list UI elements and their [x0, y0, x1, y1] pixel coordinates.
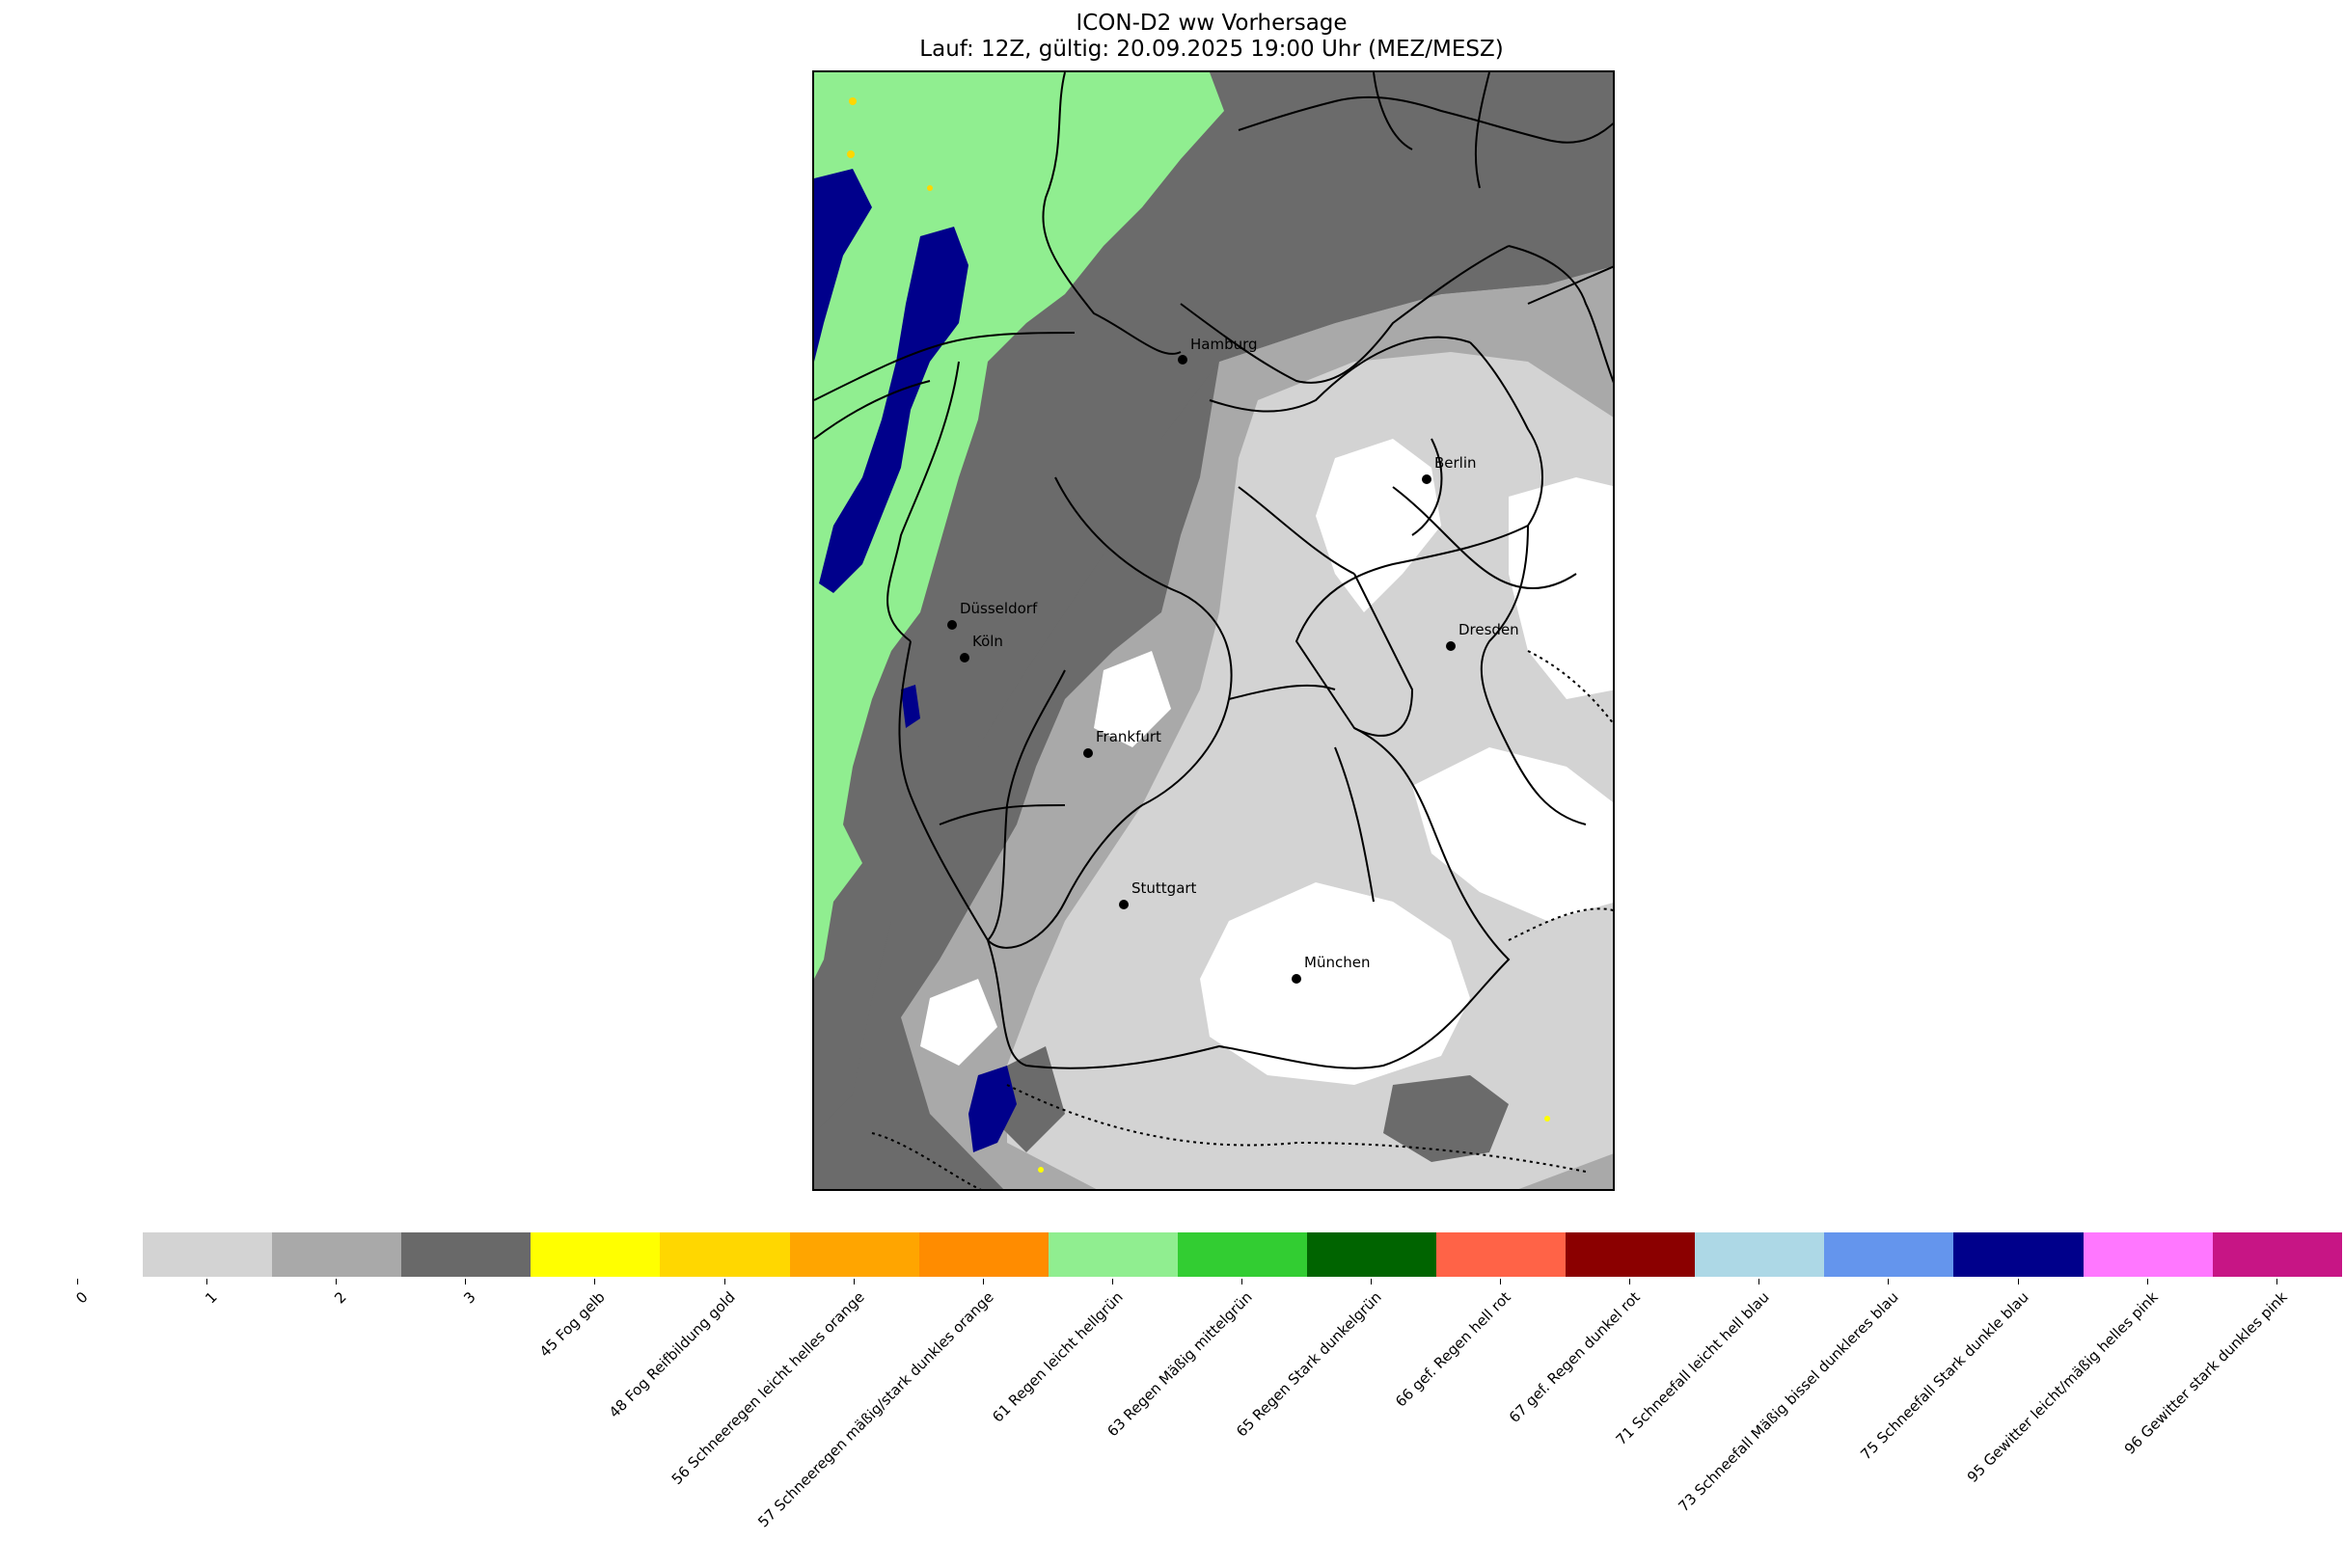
legend-tick-label: 3 [460, 1288, 480, 1308]
city-label-hamburg: Hamburg [1190, 336, 1258, 353]
map-title: ICON-D2 ww Vorhersage [1076, 11, 1348, 36]
city-duesseldorf: Düsseldorf [947, 600, 1038, 630]
legend-tick-label: 73 Schneefall Mäßig bissel dunkleres bla… [1675, 1288, 1903, 1516]
legend-swatch [531, 1232, 661, 1277]
map-subtitle: Lauf: 12Z, gültig: 20.09.2025 19:00 Uhr … [919, 37, 1504, 62]
legend-swatch [1306, 1232, 1437, 1277]
legend-tick [982, 1279, 984, 1284]
legend-tick [2017, 1279, 2019, 1284]
legend-tick-label: 67 gef. Regen dunkel rot [1506, 1288, 1644, 1426]
legend-swatch [789, 1232, 920, 1277]
neighbour-borders [871, 650, 1613, 1189]
city-label-stuttgart: Stuttgart [1131, 879, 1197, 897]
legend-tick [1629, 1279, 1631, 1284]
fog-speck [847, 150, 855, 158]
city-label-dresden: Dresden [1458, 621, 1519, 638]
weather-area-dark-grey [1383, 1075, 1509, 1162]
legend-tick [77, 1279, 78, 1284]
legend-swatch [2083, 1232, 2214, 1277]
city-dresden: Dresden [1446, 621, 1519, 651]
legend-swatch [918, 1232, 1049, 1277]
legend-tick-label: 71 Schneefall leicht hell blau [1612, 1288, 1774, 1449]
legend-tick [336, 1279, 338, 1284]
fog-speck [927, 185, 933, 191]
city-marker [1178, 355, 1187, 365]
legend-swatch [401, 1232, 531, 1277]
legend-tick-label: 45 Fog gelb [536, 1288, 610, 1361]
legend-tick [2146, 1279, 2148, 1284]
city-label-frankfurt: Frankfurt [1096, 728, 1161, 745]
legend-swatch [1436, 1232, 1567, 1277]
city-koeln: Köln [960, 633, 1003, 662]
legend-tick [206, 1279, 208, 1284]
city-marker [1119, 900, 1129, 909]
city-marker [960, 653, 969, 662]
legend-swatch [1824, 1232, 1954, 1277]
city-label-muenchen: München [1304, 954, 1370, 971]
legend-tick [1240, 1279, 1242, 1284]
weather-area-snow-heavy [819, 227, 968, 593]
weather-area-snow-heavy [968, 1066, 1017, 1152]
legend-swatch [1177, 1232, 1308, 1277]
legend-swatch [1695, 1232, 1825, 1277]
map-canvas: Hamburg Berlin Düsseldorf Köln Dresden F… [814, 72, 1613, 1189]
fog-speck [1544, 1116, 1550, 1122]
weather-area-clear [1200, 882, 1470, 1085]
fog-speck [1038, 1167, 1044, 1173]
legend-swatch [1566, 1232, 1696, 1277]
legend-swatch [2212, 1232, 2343, 1277]
legend-swatch [1953, 1232, 2084, 1277]
city-berlin: Berlin [1422, 454, 1477, 484]
legend-tick-label: 65 Regen Stark dunkelgrün [1233, 1288, 1385, 1441]
legend-swatch [143, 1232, 273, 1277]
legend-colorbar [143, 1232, 2343, 1277]
legend-tick-label: 48 Fog Reifbildung gold [605, 1288, 739, 1421]
forecast-map: Hamburg Berlin Düsseldorf Köln Dresden F… [812, 70, 1615, 1191]
weather-area-snow-heavy [901, 685, 920, 728]
legend-tick-label: 1 [202, 1288, 221, 1308]
borders [814, 72, 1613, 1069]
legend-tick [1500, 1279, 1502, 1284]
legend-tick-label: 63 Regen Mäßig mittelgrün [1104, 1288, 1256, 1441]
legend-tick [2276, 1279, 2277, 1284]
weather-area-dark-grey [997, 1046, 1065, 1152]
city-muenchen: München [1292, 954, 1370, 984]
weather-area-dark-grey [814, 72, 1613, 1133]
legend-tick [723, 1279, 725, 1284]
city-marker [947, 620, 957, 630]
legend-tick [465, 1279, 467, 1284]
legend-tick-label: 61 Regen leicht hellgrün [988, 1288, 1127, 1426]
fog-speck [849, 97, 857, 105]
legend-tick-label: 66 gef. Regen hell rot [1392, 1288, 1514, 1411]
city-marker [1292, 974, 1301, 984]
city-marker [1446, 641, 1456, 651]
city-stuttgart: Stuttgart [1119, 879, 1197, 909]
city-marker [1422, 474, 1431, 484]
city-label-berlin: Berlin [1434, 454, 1477, 472]
legend-tick [594, 1279, 596, 1284]
legend-swatch [1048, 1232, 1179, 1277]
weather-area-snow-heavy [814, 169, 872, 362]
legend-tick [853, 1279, 855, 1284]
legend-tick-label: 0 [72, 1288, 92, 1308]
legend-tick-label: 57 Schneeregen mäßig/stark dunkles orang… [753, 1288, 997, 1531]
legend-tick [1888, 1279, 1890, 1284]
weather-area-clear [1094, 651, 1171, 747]
weather-area-clear [1412, 747, 1613, 921]
legend-swatch [272, 1232, 402, 1277]
legend-tick [1111, 1279, 1113, 1284]
city-marker [1083, 748, 1093, 758]
legend-tick-label: 2 [331, 1288, 350, 1308]
city-hamburg: Hamburg [1178, 336, 1258, 365]
weather-area-clear [1509, 477, 1613, 699]
city-label-koeln: Köln [972, 633, 1003, 650]
legend-tick [1371, 1279, 1372, 1284]
legend-tick [1758, 1279, 1760, 1284]
weather-area-clear [920, 979, 997, 1066]
city-frankfurt: Frankfurt [1083, 728, 1161, 758]
city-label-duesseldorf: Düsseldorf [960, 600, 1038, 617]
legend-swatch [660, 1232, 790, 1277]
